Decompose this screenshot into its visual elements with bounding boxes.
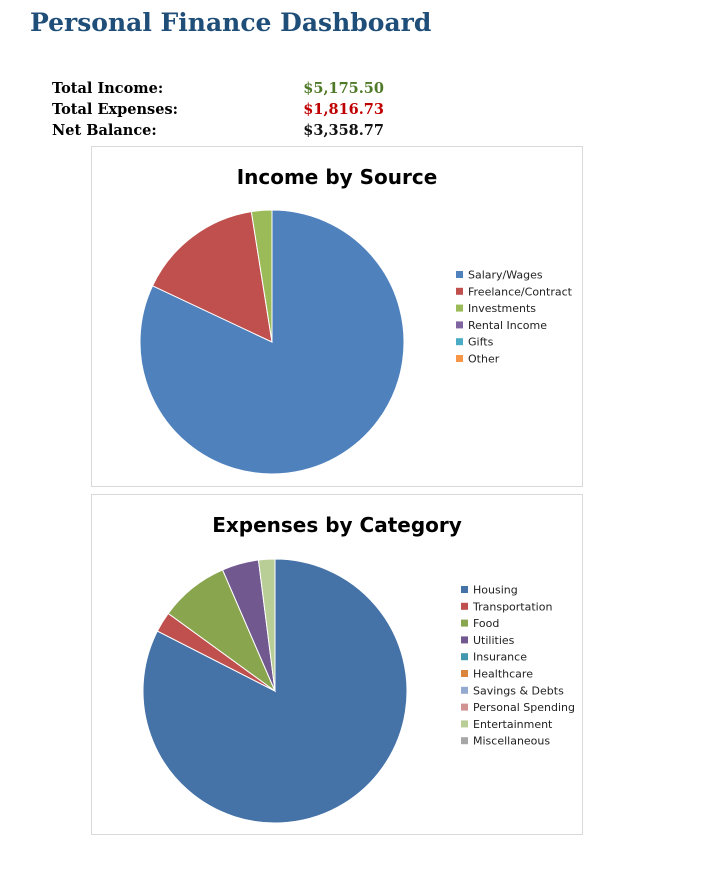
income-legend-label-salary-wages: Salary/Wages <box>468 269 543 282</box>
income-legend-swatch-other <box>456 355 463 362</box>
income-legend-swatch-salary-wages <box>456 271 463 278</box>
total-income-value: $5,175.50 <box>303 80 384 97</box>
total-income-row: Total Income: $5,175.50 <box>52 78 384 99</box>
expenses-legend-label-entertainment: Entertainment <box>473 718 553 731</box>
income-legend-swatch-freelance-contract <box>456 287 463 295</box>
income-legend-label-gifts: Gifts <box>468 336 494 349</box>
expenses-chart-title: Expenses by Category <box>212 513 462 537</box>
expenses-legend-label-personal-spending: Personal Spending <box>473 701 575 714</box>
income-legend-label-freelance-contract: Freelance/Contract <box>468 285 573 298</box>
income-legend-swatch-investments <box>456 304 463 312</box>
income-slice-investments <box>250 209 273 343</box>
expenses-legend-label-savings-debts: Savings & Debts <box>473 684 564 697</box>
income-legend-label-other: Other <box>468 353 500 366</box>
income-legend-swatch-rental-income <box>456 321 463 329</box>
net-balance-label: Net Balance: <box>52 122 157 139</box>
expenses-legend-swatch-transportation <box>461 602 468 610</box>
total-expenses-row: Total Expenses: $1,816.73 <box>52 99 384 120</box>
income-chart-panel: Income by Source Salary/Wages Freelance/Co… <box>91 146 583 487</box>
income-chart-title: Income by Source <box>237 165 438 189</box>
expenses-legend-label-miscellaneous: Miscellaneous <box>473 735 550 748</box>
total-expenses-label: Total Expenses: <box>52 101 178 118</box>
expenses-legend-swatch-healthcare <box>461 670 468 677</box>
expenses-legend-swatch-savings-debts <box>461 686 468 694</box>
expenses-legend-swatch-insurance <box>461 653 468 661</box>
net-balance-value: $3,358.77 <box>303 122 384 139</box>
expenses-legend-label-food: Food <box>473 617 499 630</box>
expenses-legend-swatch-utilities <box>461 636 468 644</box>
expenses-pie-chart: Expenses by Category Housing Transportatio… <box>142 513 575 824</box>
expenses-legend-swatch-entertainment <box>461 720 468 728</box>
total-income-label: Total Income: <box>52 80 164 97</box>
expenses-legend-label-insurance: Insurance <box>473 651 527 664</box>
expenses-legend-label-healthcare: Healthcare <box>473 668 533 681</box>
expenses-legend-swatch-miscellaneous <box>461 737 468 745</box>
expenses-slice-entertainment <box>257 558 276 692</box>
income-pie-chart: Income by Source Salary/Wages Freelance/Co… <box>139 165 573 475</box>
expenses-legend-label-housing: Housing <box>473 584 518 597</box>
expenses-legend-label-utilities: Utilities <box>473 634 515 647</box>
expenses-legend-label-transportation: Transportation <box>472 600 552 613</box>
net-balance-row: Net Balance: $3,358.77 <box>52 120 384 141</box>
page-title: Personal Finance Dashboard <box>30 8 432 37</box>
income-legend-label-rental-income: Rental Income <box>468 319 547 332</box>
expenses-legend-swatch-personal-spending <box>461 703 468 711</box>
income-legend-swatch-gifts <box>456 338 463 346</box>
total-expenses-value: $1,816.73 <box>303 101 384 118</box>
income-legend-label-investments: Investments <box>468 302 536 315</box>
summary-block: Total Income: $5,175.50 Total Expenses: … <box>52 78 384 141</box>
expenses-chart-panel: Expenses by Category Housing Transportatio… <box>91 494 583 835</box>
income-slice-freelance-contract <box>151 211 273 343</box>
expenses-legend-swatch-housing <box>461 586 468 593</box>
expenses-legend-swatch-food <box>461 619 468 627</box>
